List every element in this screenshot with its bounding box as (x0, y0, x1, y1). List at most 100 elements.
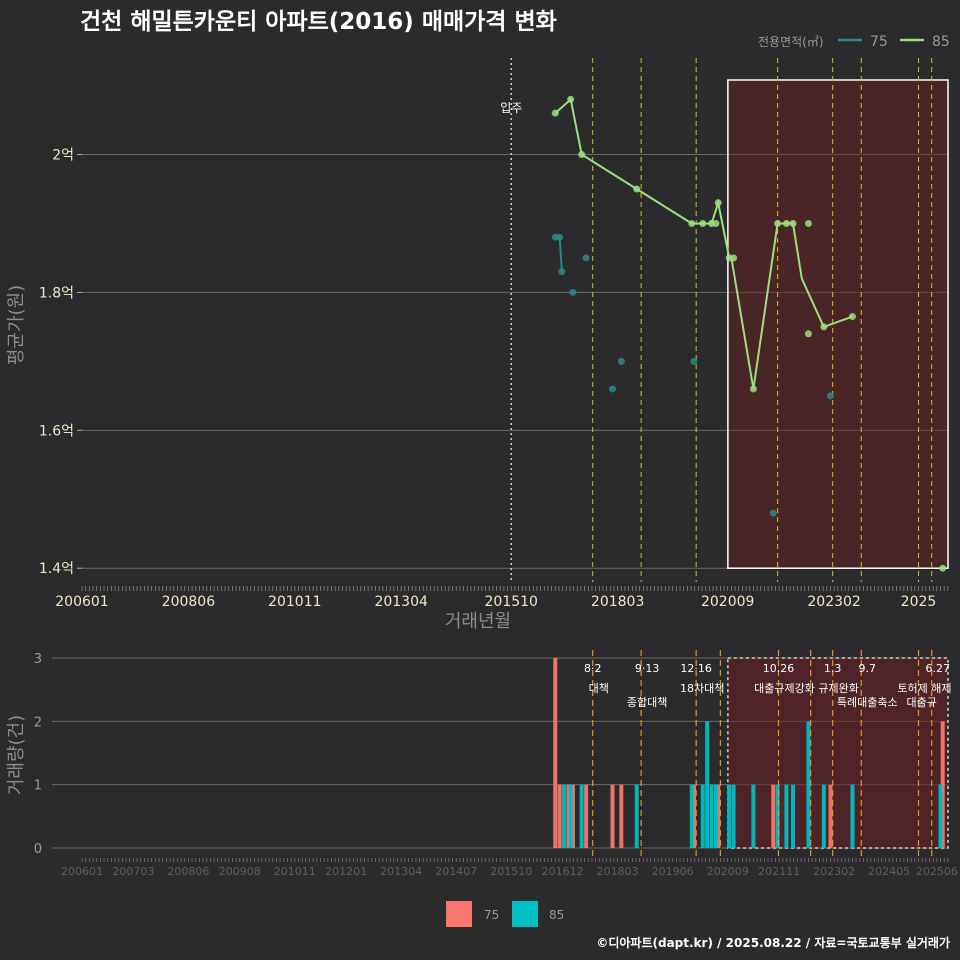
series-85-point (848, 313, 856, 321)
volume-x-tick-label: 202009 (707, 865, 749, 878)
series-85-point (578, 151, 586, 159)
volume-x-tick-label: 202302 (813, 865, 855, 878)
legend-85-swatch (512, 901, 538, 927)
series-75-point (617, 357, 625, 365)
volume-bar-75 (828, 784, 833, 848)
price-x-tick-label: 201510 (485, 594, 538, 610)
price-x-tick-label: 201011 (268, 594, 321, 610)
volume-bar-85 (850, 784, 855, 848)
volume-x-tick-label: 201011 (274, 865, 316, 878)
volume-bar-85 (775, 784, 780, 848)
legend-85-label: 85 (549, 908, 564, 922)
highlight-box (727, 79, 949, 569)
series-75-point (558, 268, 566, 276)
volume-bar-85 (562, 784, 567, 848)
volume-bar-85 (705, 721, 710, 848)
policy-event-label: 특례대출축소 (837, 696, 898, 709)
volume-bar-85 (791, 784, 796, 848)
series-85-point (789, 219, 797, 227)
volume-bar-85 (713, 784, 718, 848)
volume-x-tick-label: 200703 (112, 865, 154, 878)
volume-bar-85 (784, 784, 789, 848)
price-x-tick-label: 200806 (162, 594, 216, 610)
volume-x-tick-label: 201304 (380, 865, 422, 878)
policy-event-date: 1.3 (824, 662, 842, 675)
price-x-axis-label: 거래년월 (445, 611, 511, 632)
policy-event-date: 9·13 (635, 662, 660, 675)
legend-75-label: 75 (870, 34, 888, 50)
series-75-point (690, 357, 698, 365)
volume-bar-75 (557, 784, 562, 848)
series-85-point (774, 219, 782, 227)
volume-x-tick-label: 200806 (167, 865, 209, 878)
series-85-point (730, 254, 738, 262)
volume-bar-75 (771, 784, 776, 848)
volume-bar-85 (938, 784, 943, 848)
series-75-point (582, 254, 590, 262)
volume-x-tick-label: 201201 (325, 865, 367, 878)
volume-x-tick-label: 201803 (597, 865, 639, 878)
volume-highlight-box (727, 657, 949, 849)
series-85-point (782, 219, 790, 227)
volume-bar-85 (579, 784, 584, 848)
volume-y-tick-label: 2 (34, 715, 42, 730)
policy-event-date: 9.7 (859, 662, 877, 675)
volume-x-tick-label: 200908 (219, 865, 261, 878)
price-y-tick-label: 1.8억 (39, 285, 74, 301)
series-75-point (569, 288, 577, 296)
volume-bar-75 (940, 721, 945, 848)
policy-event-date: 6.27 (925, 662, 950, 675)
price-y-tick-label: 1.4억 (39, 561, 74, 577)
volume-bar-85 (727, 784, 732, 848)
volume-bar-75 (584, 784, 589, 848)
volume-bar-85 (634, 784, 639, 848)
volume-x-tick-label: 201407 (435, 865, 477, 878)
price-x-tick-label: 2025 (901, 594, 937, 610)
top-legend: 전용면적(㎡) 75 85 (758, 34, 950, 50)
policy-event-label: 토허제 해제 (897, 681, 951, 695)
volume-x-tick-label: 201906 (652, 865, 694, 878)
volume-bar-85 (709, 784, 714, 848)
volume-bar-75 (619, 784, 624, 848)
series-85-point (804, 219, 812, 227)
volume-bar-75 (716, 784, 721, 848)
series-75-line (555, 236, 563, 272)
volume-bar-85 (751, 784, 756, 848)
volume-bar-85 (806, 721, 811, 848)
series-85-point (551, 109, 559, 117)
chart-title: 건천 해밀튼카운티 아파트(2016) 매매가격 변화 (80, 9, 557, 35)
volume-bar-75 (553, 658, 558, 848)
series-75-point (769, 509, 777, 517)
series-75-point (556, 233, 564, 241)
volume-bar-85 (821, 784, 826, 848)
volume-bar-85 (731, 784, 736, 848)
policy-event-date: 12·16 (680, 662, 712, 675)
price-y-tick-label: 1.6억 (39, 423, 74, 439)
volume-bar-75 (691, 784, 696, 848)
series-85-point (567, 95, 575, 103)
legend-85-label: 85 (932, 34, 950, 50)
price-x-tick-label: 201803 (591, 594, 644, 610)
volume-bar-75 (570, 784, 575, 848)
series-75-point (826, 392, 834, 400)
policy-event-label: 18차대책 (680, 682, 724, 695)
policy-event-label: 대책 (589, 682, 609, 695)
volume-x-tick-label: 200601 (61, 865, 103, 878)
policy-event-label: 종합대책 (627, 696, 667, 709)
price-x-tick-label: 200601 (55, 594, 108, 610)
price-x-tick-label: 202009 (701, 594, 754, 610)
series-75-point (609, 385, 617, 393)
volume-bar-85 (568, 784, 573, 848)
volume-bar-75 (610, 784, 615, 848)
volume-bar-85 (689, 784, 694, 848)
move-in-label: 입주 (500, 101, 522, 115)
volume-y-axis-label: 거래량(건) (6, 715, 27, 795)
price-y-axis-label: 평균가(원) (6, 285, 27, 365)
volume-x-tick-label: 202111 (758, 865, 800, 878)
legend-75-swatch (446, 901, 472, 927)
volume-x-tick-label: 202405 (868, 865, 910, 878)
volume-x-tick-label: 201510 (490, 865, 532, 878)
series-85-point (699, 219, 707, 227)
price-y-tick-label: 2억 (52, 148, 74, 164)
